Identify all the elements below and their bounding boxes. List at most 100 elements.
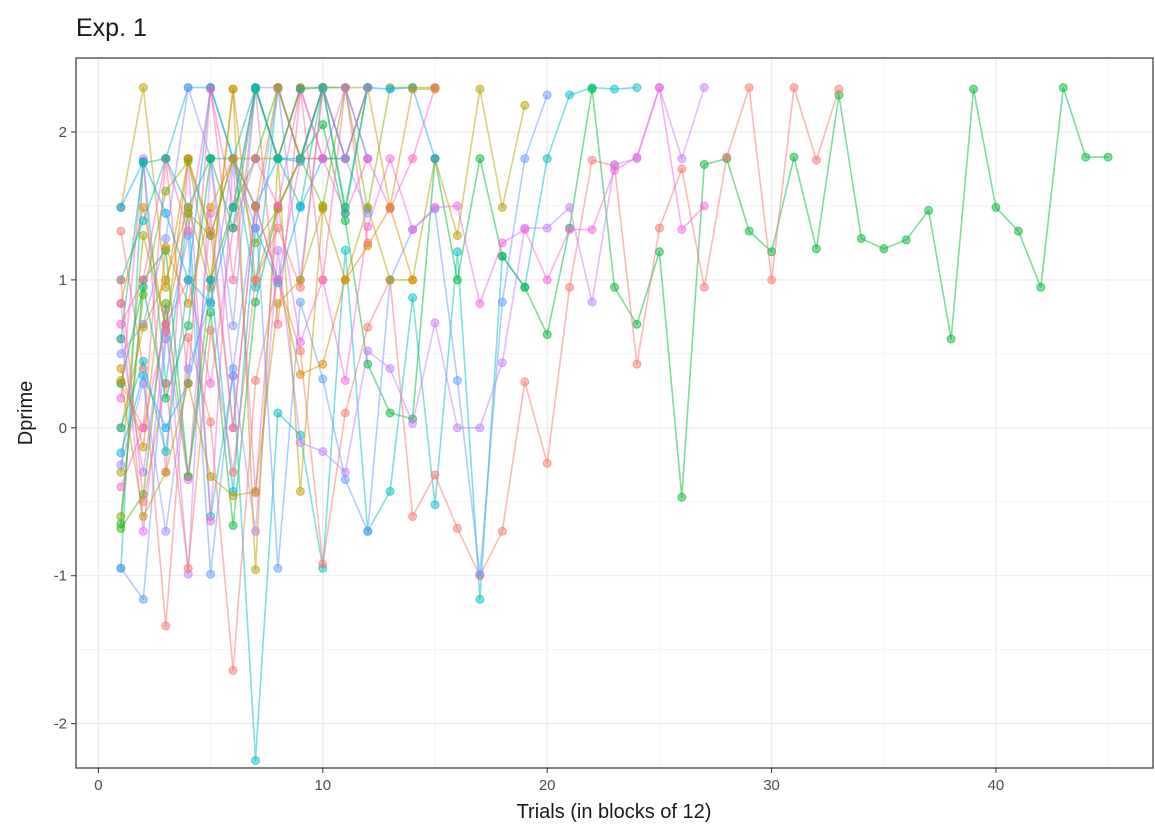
data-point: [251, 486, 260, 496]
data-point: [206, 516, 216, 526]
data-point: [340, 475, 350, 485]
data-point: [340, 376, 350, 385]
data-point: [116, 563, 126, 573]
data-point: [138, 322, 148, 332]
data-point: [1058, 83, 1068, 93]
data-point: [1036, 282, 1046, 292]
data-point: [183, 364, 193, 374]
data-point: [116, 364, 126, 374]
data-point: [273, 223, 283, 233]
x-tick-label: 30: [763, 777, 780, 794]
data-point: [138, 158, 148, 168]
data-point: [295, 486, 305, 496]
series-line: [120, 86, 369, 533]
data-point: [340, 83, 350, 93]
data-point: [901, 235, 911, 245]
data-point: [251, 154, 260, 164]
data-point: [295, 282, 305, 292]
data-point: [251, 565, 260, 575]
data-point: [632, 359, 642, 369]
data-point: [138, 231, 148, 240]
data-point: [385, 486, 395, 496]
data-point: [116, 523, 126, 533]
data-point: [856, 234, 866, 243]
data-point: [744, 226, 754, 236]
data-point: [475, 84, 485, 94]
x-tick-label: 10: [314, 777, 331, 794]
data-point: [565, 90, 575, 100]
data-point: [183, 378, 193, 388]
data-point: [385, 84, 395, 94]
data-point: [699, 83, 709, 93]
data-point: [677, 492, 687, 502]
data-point: [206, 84, 216, 94]
data-point: [363, 154, 373, 164]
data-point: [408, 512, 418, 521]
data-point: [206, 378, 216, 388]
data-point: [1103, 152, 1113, 162]
series-line: [120, 207, 324, 518]
data-point: [138, 282, 148, 292]
data-point: [228, 223, 238, 233]
data-point: [744, 83, 754, 93]
data-point: [295, 154, 305, 164]
data-point: [542, 90, 552, 100]
data-point: [295, 346, 305, 356]
data-point: [273, 275, 283, 285]
data-point: [520, 282, 530, 292]
data-point: [183, 275, 193, 285]
data-point: [385, 408, 395, 418]
data-point: [497, 251, 507, 261]
data-point: [542, 154, 552, 164]
data-point: [811, 155, 821, 165]
data-point: [116, 467, 126, 477]
x-axis: 0 10 20 30 40: [94, 768, 1004, 794]
data-point: [632, 319, 642, 329]
data-point: [722, 152, 732, 162]
data-point: [318, 120, 328, 130]
series-line: [120, 86, 369, 400]
data-point: [161, 526, 171, 536]
data-point: [452, 247, 462, 257]
data-point: [183, 299, 193, 308]
data-point: [161, 154, 171, 164]
series-27: [116, 202, 328, 521]
data-point: [677, 225, 687, 235]
y-tick-label: 0: [59, 420, 67, 437]
data-point: [452, 275, 462, 285]
data-point: [318, 275, 328, 285]
y-tick-label: -1: [54, 568, 67, 585]
data-point: [318, 83, 328, 93]
data-point: [363, 241, 373, 251]
data-point: [228, 467, 238, 477]
data-point: [542, 275, 552, 285]
data-point: [363, 208, 373, 218]
y-tick-label: 1: [59, 272, 67, 289]
data-point: [497, 358, 507, 368]
data-point: [138, 216, 148, 226]
data-point: [632, 83, 642, 93]
data-point: [318, 359, 328, 369]
data-point: [452, 523, 462, 533]
data-point: [116, 202, 126, 212]
data-point: [430, 154, 440, 164]
x-tick-label: 40: [988, 777, 1005, 794]
data-point: [430, 470, 440, 480]
data-point: [879, 244, 889, 254]
data-point: [475, 594, 485, 604]
data-point: [138, 378, 148, 388]
data-point: [295, 202, 305, 212]
data-point: [497, 202, 507, 212]
data-point: [1013, 226, 1023, 236]
data-point: [497, 297, 507, 307]
data-point: [385, 154, 395, 164]
series-26: [116, 83, 328, 456]
data-point: [206, 154, 216, 164]
data-point: [520, 377, 530, 387]
data-point: [228, 84, 238, 94]
data-point: [228, 491, 238, 501]
data-point: [340, 154, 350, 164]
data-point: [924, 205, 934, 215]
data-point: [497, 238, 507, 248]
